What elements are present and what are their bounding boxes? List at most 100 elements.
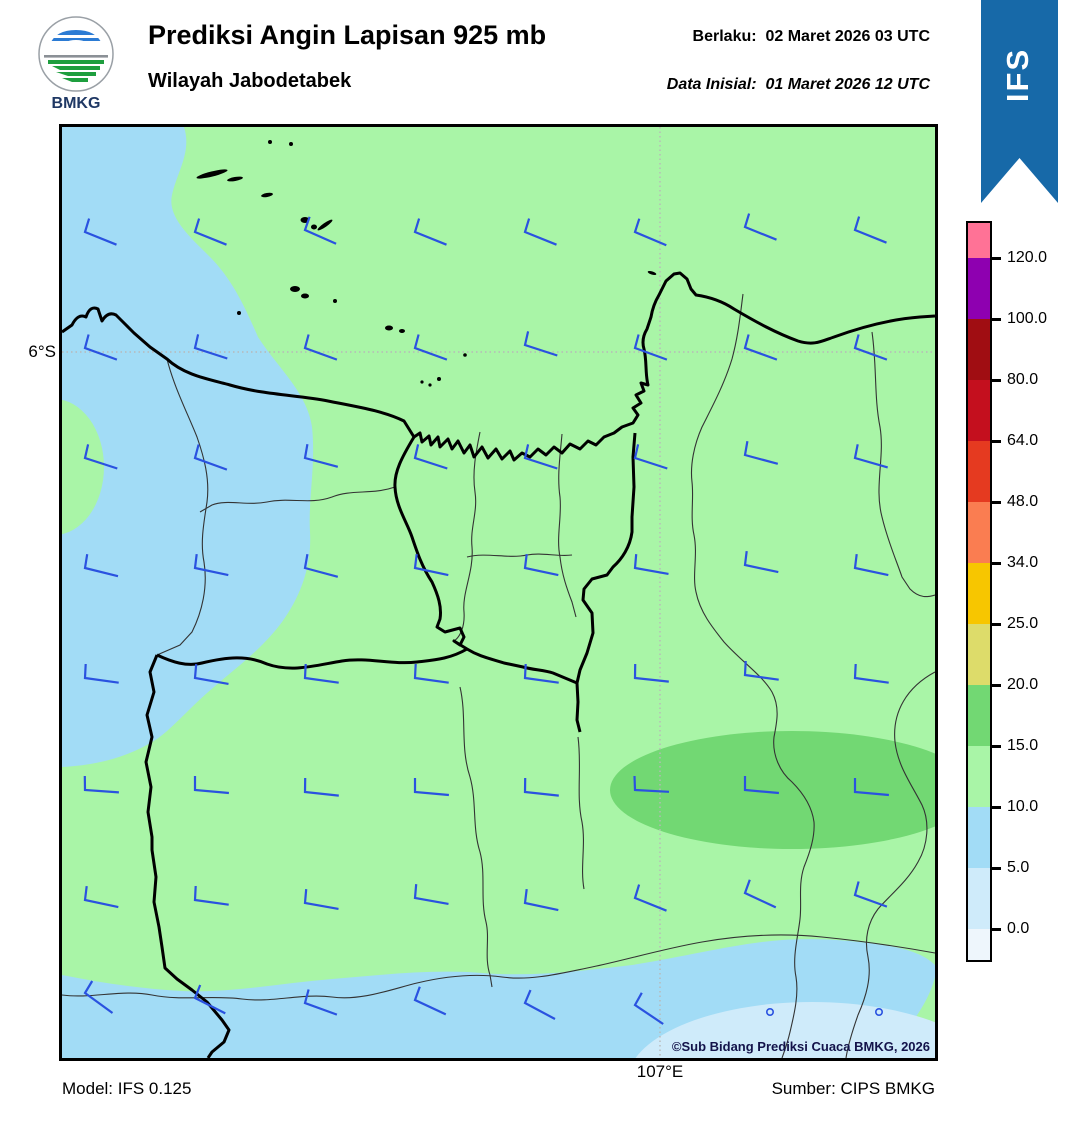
valid-time: Berlaku: 02 Maret 2026 03 UTC [693, 28, 930, 46]
wind-barb [743, 776, 779, 795]
colorbar-segment [968, 319, 990, 380]
wind-barbs-layer [83, 213, 889, 1025]
region-wind-15-20 [610, 731, 935, 849]
colorbar-segment [968, 746, 990, 807]
region-wind-5-10-west [62, 127, 314, 767]
colorbar-segment [968, 502, 990, 563]
wind-barb [853, 216, 887, 244]
wind-barb [633, 992, 664, 1025]
wind-barb [853, 553, 889, 577]
colorbar-swatches [966, 221, 992, 962]
wind-barb [523, 663, 559, 684]
colorbar-tick-label: 15.0 [1007, 737, 1039, 754]
model-info: Model: IFS 0.125 [62, 1079, 192, 1098]
wind-barb [523, 218, 557, 246]
wind-barb [633, 444, 668, 470]
wind-barb [83, 334, 118, 361]
latitude-label: 6°S [28, 342, 56, 361]
colorbar-tick-label: 64.0 [1007, 432, 1039, 449]
colorbar-tick-label: 10.0 [1007, 798, 1039, 815]
colorbar-tick [992, 317, 1001, 321]
wind-barb [413, 218, 447, 246]
forecast-map: ©Sub Bidang Prediksi Cuaca BMKG, 2026 [59, 124, 938, 1061]
wind-barb [633, 775, 670, 793]
wind-barb [83, 218, 117, 246]
wind-barb [193, 885, 229, 906]
longitude-label: 107°E [636, 1062, 684, 1081]
wind-barb [523, 888, 559, 912]
wind-barb [193, 984, 226, 1015]
islands [196, 140, 657, 387]
colorbar-tick-label: 48.0 [1007, 493, 1039, 510]
colorbar-tick-label: 20.0 [1007, 676, 1039, 693]
colorbar-tick-label: 34.0 [1007, 554, 1039, 571]
wind-barb [743, 879, 777, 909]
wind-barb [523, 553, 559, 577]
colorbar-tick-label: 120.0 [1007, 249, 1048, 266]
colorbar-tick-label: 0.0 [1007, 920, 1030, 937]
wind-barb [193, 334, 228, 360]
colorbar-tick-label: 25.0 [1007, 615, 1039, 632]
colorbar-tick-label: 100.0 [1007, 310, 1048, 327]
wind-barb [633, 334, 668, 361]
page-title: Prediksi Angin Lapisan 925 mb [148, 20, 547, 50]
colorbar-tick [992, 866, 1001, 870]
wind-barb [413, 444, 448, 470]
wind-barb [83, 775, 119, 794]
colorbar-tick [992, 622, 1001, 626]
colorbar-segment [968, 868, 990, 929]
wind-barb [193, 776, 229, 795]
colorbar-segment [968, 624, 990, 685]
wind-barb [303, 444, 339, 468]
model-ribbon: IFS [981, 0, 1058, 203]
init-label: Data Inisial: [666, 76, 757, 93]
page-subtitle: Wilayah Jabodetabek [148, 70, 352, 92]
source-info: Sumber: CIPS BMKG [771, 1079, 935, 1098]
wind-barb [523, 777, 559, 797]
colorbar-tick-label: 80.0 [1007, 371, 1039, 388]
calm-wind-marker [874, 1007, 883, 1016]
wind-barb [193, 553, 229, 577]
colorbar-tick [992, 500, 1001, 504]
colorbar-segment [968, 441, 990, 502]
ribbon-banner-shape [981, 0, 1058, 203]
wind-barb [303, 989, 338, 1016]
wind-barb [193, 664, 229, 685]
wind-barb [413, 986, 447, 1016]
colorbar-tick [992, 927, 1001, 931]
wind-barb [853, 444, 889, 469]
wind-barb [303, 889, 339, 910]
colorbar-tick [992, 805, 1001, 809]
wind-barb [193, 218, 227, 246]
wind-barb [633, 884, 667, 912]
region-wind-10-15-blob [62, 399, 104, 535]
wind-barb [743, 213, 777, 241]
wind-barb [83, 444, 118, 470]
init-value: 01 Maret 2026 12 UTC [765, 76, 930, 93]
wind-barb [83, 554, 119, 578]
wind-barb [743, 660, 779, 681]
colorbar-tick [992, 744, 1001, 748]
wind-barb [303, 554, 339, 578]
wind-barb [853, 778, 889, 797]
colorbar-segment [968, 223, 990, 258]
wind-barb [743, 550, 779, 574]
colorbar-segment [968, 685, 990, 746]
wind-barb [413, 334, 448, 361]
district-boundaries [62, 293, 935, 1058]
colorbar-segment [968, 380, 990, 441]
valid-value: 02 Maret 2026 03 UTC [765, 28, 930, 45]
wind-barb [303, 777, 339, 797]
wind-barb [633, 554, 669, 575]
initial-time: Data Inisial: 01 Maret 2026 12 UTC [667, 76, 930, 94]
map-canvas [62, 127, 935, 1058]
wind-barb [743, 334, 778, 361]
wind-barb [853, 663, 889, 684]
wind-barb [523, 331, 558, 357]
wind-barb [413, 884, 449, 905]
wind-barb [413, 553, 449, 577]
colorbar-segment [968, 258, 990, 319]
colorbar-segment [968, 563, 990, 624]
colorbar-tick [992, 378, 1001, 382]
